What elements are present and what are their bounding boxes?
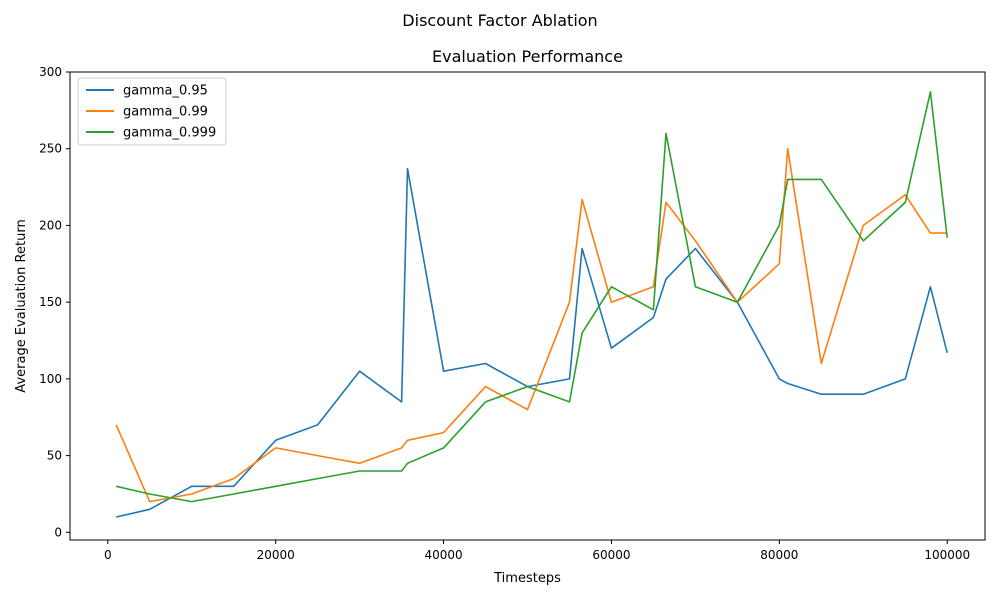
legend-box bbox=[77, 77, 227, 146]
x-tick-label: 80000 bbox=[760, 548, 798, 562]
y-axis-ticks: 0 50 100 150 200 250 300 bbox=[39, 65, 70, 539]
y-tick-label: 150 bbox=[39, 295, 62, 309]
y-tick-label: 50 bbox=[47, 449, 62, 463]
legend-label: gamma_0.95 bbox=[123, 84, 208, 99]
x-tick-label: 100000 bbox=[924, 548, 970, 562]
x-axis-ticks: 0 20000 40000 60000 80000 100000 bbox=[104, 540, 970, 562]
y-tick-label: 300 bbox=[39, 65, 62, 79]
chart-title: Evaluation Performance bbox=[432, 47, 623, 66]
legend-label: gamma_0.99 bbox=[123, 105, 208, 120]
legend-label: gamma_0.999 bbox=[123, 126, 216, 141]
axes-frame bbox=[69, 71, 986, 541]
legend: gamma_0.95 gamma_0.99 gamma_0.999 bbox=[77, 77, 227, 146]
plot-lines bbox=[115, 91, 948, 518]
x-tick-label: 20000 bbox=[257, 548, 295, 562]
series-line-gamma_0.95 bbox=[116, 167, 948, 518]
x-tick-label: 40000 bbox=[424, 548, 462, 562]
series-line-gamma_0.999 bbox=[116, 91, 948, 503]
y-tick-label: 0 bbox=[54, 525, 62, 539]
x-tick-label: 0 bbox=[104, 548, 112, 562]
y-tick-label: 200 bbox=[39, 218, 62, 232]
series-line-gamma_0.99 bbox=[115, 147, 948, 503]
y-axis-label: Average Evaluation Return bbox=[14, 219, 29, 392]
y-tick-label: 250 bbox=[39, 142, 62, 156]
y-tick-label: 100 bbox=[39, 372, 62, 386]
x-axis-label: Timesteps bbox=[493, 571, 561, 586]
x-tick-label: 60000 bbox=[592, 548, 630, 562]
figure-suptitle: Discount Factor Ablation bbox=[402, 11, 597, 30]
